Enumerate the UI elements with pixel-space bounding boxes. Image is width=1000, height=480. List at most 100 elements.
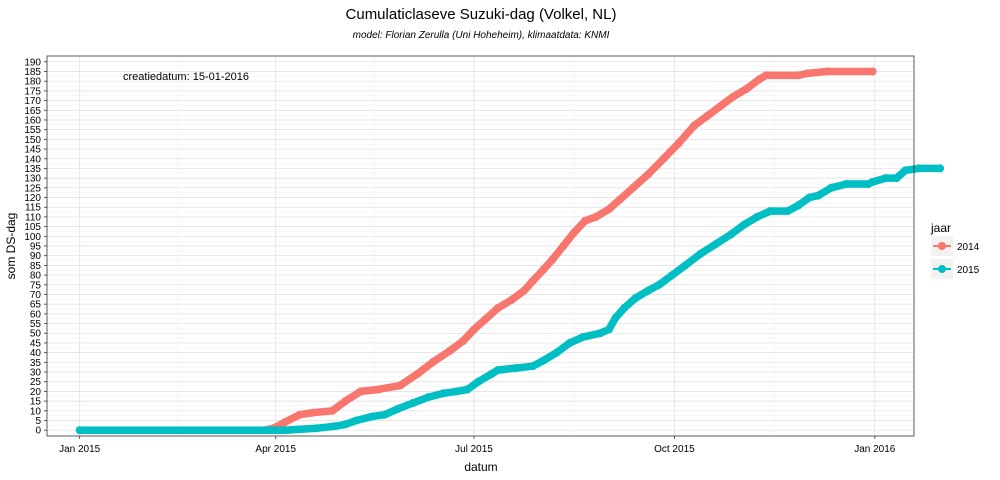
data-point (480, 315, 489, 324)
data-point (814, 191, 823, 200)
data-point (822, 67, 831, 76)
data-point (868, 67, 877, 76)
y-tick-label: 15 (30, 397, 42, 408)
data-point (452, 387, 461, 396)
data-point (341, 420, 350, 429)
data-point (578, 333, 587, 342)
data-point (753, 212, 762, 221)
y-tick-label: 125 (24, 183, 41, 194)
data-point (393, 404, 402, 413)
data-point (592, 212, 600, 221)
y-tick-label: 65 (30, 300, 42, 311)
data-point (313, 424, 322, 433)
data-point (413, 370, 422, 378)
x-axis-title: datum (464, 460, 497, 474)
data-point (615, 195, 624, 204)
data-point (644, 170, 653, 179)
data-point (511, 364, 520, 373)
data-point (570, 228, 579, 237)
data-point (611, 313, 620, 322)
data-point (374, 385, 383, 394)
data-point (755, 75, 764, 84)
data-point (528, 276, 537, 285)
data-point (280, 418, 289, 427)
y-tick-label: 85 (30, 261, 42, 272)
data-point (528, 362, 537, 371)
data-point (424, 393, 433, 402)
data-point (328, 406, 337, 415)
y-tick-label: 80 (30, 271, 42, 282)
y-tick-label: 30 (30, 368, 42, 379)
data-point (395, 381, 404, 390)
chart-subtitle: model: Florian Zerulla (Uni Hoheheim), k… (353, 30, 610, 41)
data-point (341, 397, 350, 406)
data-point (727, 230, 735, 239)
plot-panel: creatiedatum: 15-01-2016 (46, 55, 945, 437)
y-tick-label: 25 (30, 377, 42, 388)
y-tick-label: 170 (24, 96, 41, 107)
data-point (729, 92, 738, 101)
data-point (474, 377, 483, 386)
data-point (280, 426, 289, 435)
data-point (493, 304, 502, 312)
legend: jaar 2014 2015 (930, 221, 980, 279)
x-tick-label: Jul 2015 (455, 444, 493, 455)
y-tick-label: 95 (30, 242, 42, 253)
creation-date-annotation: creatiedatum: 15-01-2016 (123, 71, 249, 83)
data-point (493, 366, 502, 375)
data-point (629, 183, 637, 192)
legend-key-point (938, 265, 946, 273)
data-point (507, 296, 515, 305)
data-point (631, 294, 640, 303)
data-point (620, 304, 629, 312)
data-point (605, 205, 613, 214)
data-point (659, 154, 668, 163)
y-tick-label: 145 (24, 145, 41, 156)
y-tick-label: 60 (30, 309, 42, 320)
data-point (548, 255, 557, 264)
y-tick-label: 45 (30, 338, 42, 349)
data-point (565, 338, 574, 347)
data-point (761, 71, 770, 80)
data-point (446, 346, 454, 355)
y-tick-label: 190 (24, 57, 41, 68)
data-point (487, 370, 496, 378)
data-point (520, 286, 529, 295)
data-point (783, 207, 792, 216)
y-tick-label: 185 (24, 67, 41, 78)
data-point (901, 166, 910, 175)
data-point (380, 410, 389, 419)
y-tick-label: 55 (30, 319, 42, 330)
data-point (596, 329, 605, 338)
data-point (740, 220, 749, 229)
y-tick-label: 180 (24, 77, 41, 88)
y-axis: 0510152025303540455055606570758085909510… (24, 57, 47, 437)
data-point (827, 183, 836, 192)
legend-key-point (938, 242, 946, 250)
data-point (690, 121, 698, 130)
y-tick-label: 10 (30, 406, 42, 417)
y-axis-title: som DS-dag (4, 213, 18, 280)
series-layer (75, 67, 945, 435)
data-point (463, 385, 472, 394)
y-tick-label: 100 (24, 232, 41, 243)
data-point (914, 164, 923, 173)
data-point (681, 261, 690, 270)
y-tick-label: 40 (30, 348, 42, 359)
grid-lines (47, 56, 914, 436)
y-tick-label: 135 (24, 164, 41, 175)
x-tick-label: Apr 2015 (255, 444, 296, 455)
data-point (655, 280, 664, 289)
y-tick-label: 150 (24, 135, 41, 146)
data-point (868, 178, 877, 186)
data-point (936, 164, 945, 173)
y-tick-label: 175 (24, 86, 41, 97)
legend-label: 2014 (957, 242, 980, 253)
data-point (308, 408, 317, 417)
data-point (428, 358, 437, 367)
x-tick-label: Jan 2016 (854, 444, 896, 455)
data-point (742, 85, 751, 93)
data-point (539, 356, 548, 365)
data-point (711, 240, 720, 249)
data-point (881, 174, 890, 183)
